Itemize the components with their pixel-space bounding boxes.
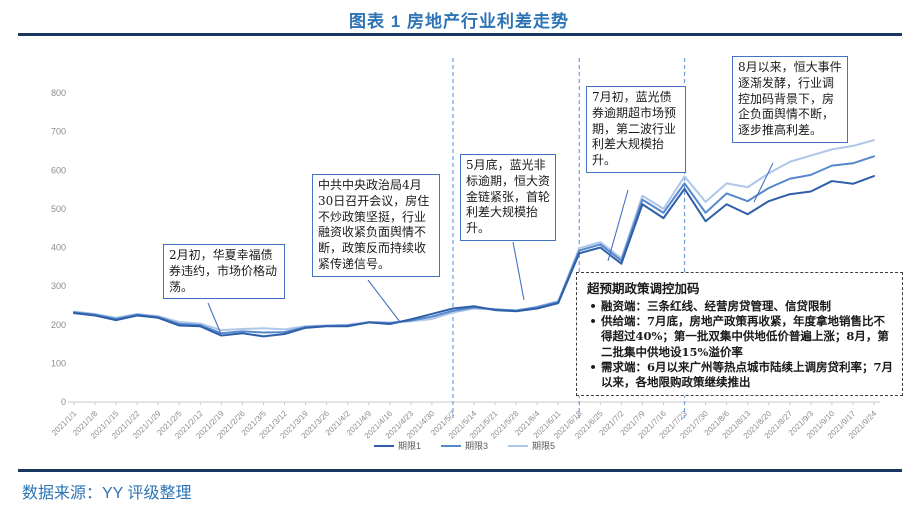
series-line-期限1 — [73, 175, 875, 338]
y-tick-label: 200 — [51, 320, 66, 330]
y-tick-label: 300 — [51, 281, 66, 291]
callout-jul-languang-overdue: 7月初，蓝光债券逾期超市场预期，第二波行业利差大规模抬升。 — [586, 86, 686, 174]
callout-pointer — [207, 302, 222, 335]
bullet-icon: • — [589, 299, 597, 313]
callout-feb-huaxia-default: 2月初，华夏幸福债券违约，市场价格动荡。 — [163, 244, 285, 300]
policy-box-title: 超预期政策调控加码 — [587, 281, 700, 296]
y-tick-label: 800 — [51, 88, 66, 98]
callout-text: 8月以来，恒大事件逐渐发酵，行业调控加码背景下，房企负面舆情不断，逐步推高利差。 — [738, 60, 842, 138]
callout-aug-evergrande: 8月以来，恒大事件逐渐发酵，行业调控加码背景下，房企负面舆情不断，逐步推高利差。 — [732, 56, 848, 144]
callout-text: 中共中央政治局4月30日召开会议，房住不炒政策坚挺，行业融资收紧负面舆情不断，政… — [318, 178, 430, 272]
callout-text: 7月初，蓝光债券逾期超市场预期，第二波行业利差大规模抬升。 — [592, 90, 677, 168]
series-line-期限5 — [73, 139, 875, 332]
callout-pointer — [607, 189, 629, 262]
y-tick-label: 100 — [51, 358, 66, 368]
y-tick-label: 400 — [51, 243, 66, 253]
policy-bullet-supply: • 供给端：7月底，房地产政策再收紧，年度拿地销售比不得超过40%；第一批双集中… — [585, 314, 894, 360]
bullet-lead: 需求端： — [601, 359, 647, 374]
callout-pointer — [512, 241, 525, 301]
bullet-icon: • — [589, 359, 597, 374]
series-line-期限3 — [73, 155, 875, 335]
bullet-icon: • — [589, 314, 597, 329]
policy-box: 超预期政策调控加码 • 融资端：三条红线、经营房贷管理、信贷限制 • 供给端：7… — [576, 272, 903, 397]
legend-label-期限5: 期限5 — [532, 441, 555, 451]
page-title: 图表 1 房地产行业利差走势 — [349, 12, 569, 31]
policy-bullet-demand: • 需求端：6月以来广州等热点城市陆续上调房贷利率；7月以来，各地限购政策继续推… — [585, 360, 894, 390]
bullet-lead: 融资端： — [601, 299, 647, 313]
bullet-text: 6月以来广州等热点城市陆续上调房贷利率；7月以来，各地限购政策继续推出 — [601, 359, 894, 389]
callout-text: 2月初，华夏幸福债券违约，市场价格动荡。 — [169, 248, 278, 294]
data-source-label: 数据来源：YY 评级整理 — [22, 485, 192, 502]
callout-apr-politburo: 中共中央政治局4月30日召开会议，房住不炒政策坚挺，行业融资收紧负面舆情不断，政… — [312, 174, 440, 277]
bullet-text: 三条红线、经营房贷管理、信贷限制 — [647, 299, 831, 313]
legend-label-期限3: 期限3 — [465, 441, 488, 451]
callout-may-languang: 5月底，蓝光非标逾期，恒大资金链紧张，首轮利差大规模抬升。 — [460, 154, 556, 242]
policy-bullet-financing: • 融资端：三条红线、经营房贷管理、信贷限制 — [585, 299, 894, 314]
y-tick-label: 0 — [61, 397, 66, 407]
callout-text: 5月底，蓝光非标逾期，恒大资金链紧张，首轮利差大规模抬升。 — [466, 158, 551, 236]
bottom-divider — [18, 469, 902, 472]
bullet-lead: 供给端： — [601, 314, 647, 329]
callout-pointer — [367, 279, 401, 323]
y-tick-label: 700 — [51, 127, 66, 137]
spread-chart: 0 100 200 300 400 500 600 700 800 2021/1/1 2021/1/… — [28, 50, 910, 465]
y-tick-label: 600 — [51, 165, 66, 175]
y-tick-label: 500 — [51, 204, 66, 214]
bullet-text: 7月底，房地产政策再收紧，年度拿地销售比不得超过40%；第一批双集中供地低价普遍… — [601, 314, 889, 359]
callout-pointer — [753, 162, 774, 203]
legend-label-期限1: 期限1 — [398, 441, 421, 451]
top-divider — [18, 33, 902, 36]
line-chart-canvas: 01002003004005006007008002021/1/12021/1/… — [50, 58, 880, 451]
